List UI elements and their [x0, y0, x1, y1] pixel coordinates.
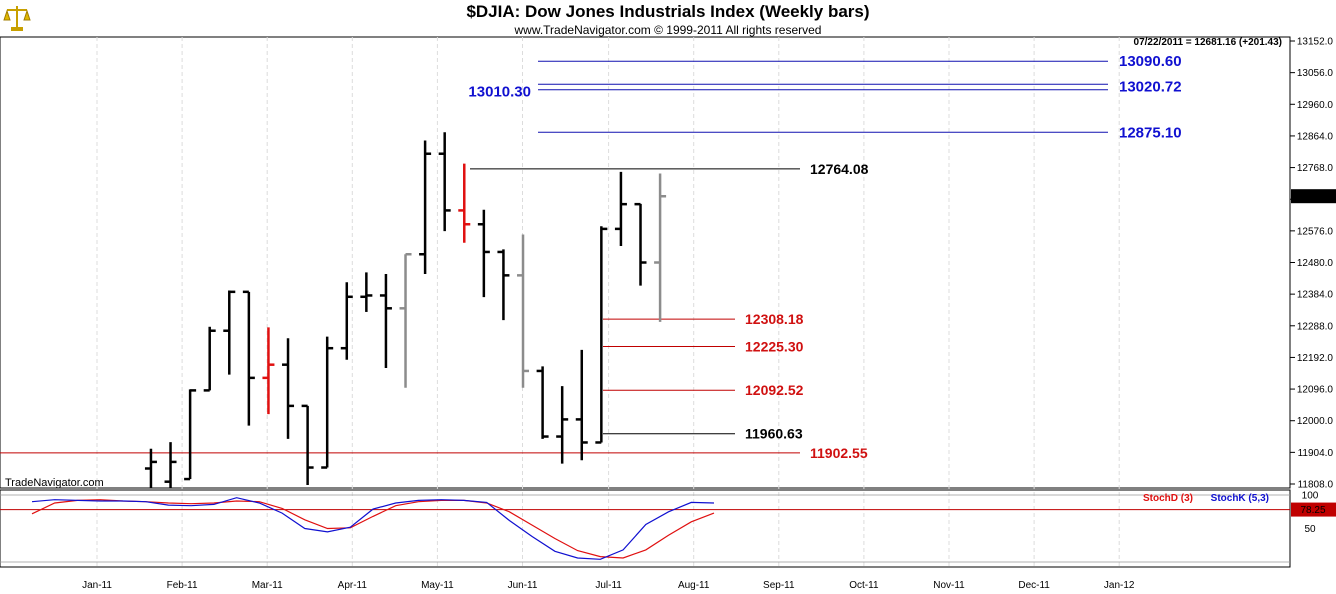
chart-subtitle: www.TradeNavigator.com © 1999-2011 All r… [514, 23, 822, 37]
level-label: 12875.10 [1119, 124, 1182, 141]
y-tick-label: 12768.0 [1297, 163, 1334, 174]
ohlc-bar [458, 163, 471, 243]
ohlc-bar [223, 290, 236, 375]
level-label: 13020.72 [1119, 78, 1182, 95]
stoch-series-line [31, 499, 715, 559]
x-tick-label: May-11 [421, 580, 454, 591]
x-tick-label: Jan-12 [1104, 580, 1135, 591]
ohlc-bar [438, 132, 451, 232]
x-tick-label: Sep-11 [763, 580, 795, 591]
ohlc-bar [517, 234, 530, 388]
current-quote-label: 07/22/2011 = 12681.16 (+201.43) [1134, 37, 1282, 48]
ohlc-bar [282, 338, 295, 439]
y-tick-label: 12480.0 [1297, 258, 1334, 269]
stoch-legend-k: StochK (5,3) [1211, 493, 1269, 504]
x-tick-label: Aug-11 [678, 580, 710, 591]
y-tick-label: 13056.0 [1297, 68, 1334, 79]
current-value-label: 12681.16 [1292, 192, 1334, 203]
brand-label: TradeNavigator.com [5, 477, 104, 489]
stochastic-panel: 100 50 StochD (3) StochK (5,3) 78.25 [0, 491, 1336, 563]
ohlc-bar [321, 336, 334, 469]
ohlc-bar [262, 327, 275, 415]
level-label: 12308.18 [745, 311, 804, 327]
ohlc-bar [477, 209, 490, 298]
ohlc-bar [379, 274, 392, 368]
y-tick-label: 12864.0 [1297, 131, 1334, 142]
level-label: 11902.55 [810, 445, 868, 461]
ohlc-bar [497, 249, 510, 321]
ohlc-bar [144, 448, 157, 489]
chart-title: $DJIA: Dow Jones Industrials Index (Week… [466, 2, 869, 21]
level-label: 11960.63 [745, 426, 803, 442]
level-label: 12225.30 [745, 338, 804, 354]
ohlc-bar [575, 349, 588, 461]
y-tick-label: 12576.0 [1297, 226, 1334, 237]
ohlc-bar [595, 226, 608, 444]
ohlc-bar [340, 282, 353, 360]
ohlc-bars [144, 132, 667, 489]
ohlc-bar [184, 389, 197, 481]
x-tick-label: Mar-11 [252, 580, 283, 591]
x-tick-label: Nov-11 [933, 580, 965, 591]
y-tick-label: 11904.0 [1298, 448, 1334, 459]
ohlc-bar [203, 326, 216, 392]
level-label: 13090.60 [1119, 53, 1182, 70]
x-tick-label: Oct-11 [849, 580, 879, 591]
level-label: 13010.30 [468, 84, 531, 101]
ohlc-bar [614, 171, 627, 247]
ohlc-bar [164, 442, 177, 489]
stoch-legend-d: StochD (3) [1143, 493, 1193, 504]
x-tick-label: Dec-11 [1018, 580, 1050, 591]
y-tick-label: 11808.0 [1298, 480, 1334, 491]
ohlc-bar [242, 290, 255, 426]
x-axis-ticks: Jan-11 Feb-11 Mar-11 Apr-11 May-11 Jun-11 Jul-… [82, 580, 1135, 591]
ohlc-bar [301, 404, 314, 485]
stoch-value-label: 78.25 [1300, 505, 1325, 516]
y-tick-label: 12096.0 [1297, 385, 1334, 396]
current-value-marker [1291, 189, 1336, 204]
ohlc-bar [536, 366, 549, 439]
y-axis-ticks: 13152.013056.012960.012864.012768.012672… [1290, 37, 1333, 491]
stoch-y-tick: 50 [1304, 524, 1316, 535]
x-tick-label: Feb-11 [167, 580, 198, 591]
scales-logo-icon [2, 2, 32, 32]
ohlc-bar [556, 386, 569, 464]
ohlc-bar [634, 202, 647, 286]
y-tick-label: 12288.0 [1297, 321, 1334, 332]
y-tick-label: 12384.0 [1297, 290, 1334, 301]
x-tick-label: Jul-11 [595, 580, 622, 591]
y-tick-label: 12960.0 [1297, 100, 1334, 111]
ohlc-bar [419, 140, 432, 275]
stoch-y-tick: 100 [1302, 491, 1319, 502]
ohlc-bar [360, 272, 373, 312]
x-tick-label: Jan-11 [82, 580, 112, 591]
ohlc-bar [399, 253, 412, 388]
ohlc-bar [654, 173, 667, 322]
grid [96, 37, 1120, 567]
level-label: 12764.08 [810, 161, 869, 177]
stoch-plot-area [0, 489, 1291, 568]
levels: 13090.60 13020.72 13010.30 12875.10 12764.08… [0, 53, 1182, 461]
x-tick-label: Jun-11 [508, 580, 538, 591]
y-tick-label: 12192.0 [1297, 353, 1334, 364]
x-tick-label: Apr-11 [338, 580, 368, 591]
y-tick-label: 13152.0 [1297, 37, 1334, 48]
level-label: 12092.52 [745, 382, 804, 398]
stoch-value-marker [1291, 502, 1336, 517]
stoch-series-line [31, 497, 715, 560]
y-tick-label: 12000.0 [1297, 416, 1334, 427]
